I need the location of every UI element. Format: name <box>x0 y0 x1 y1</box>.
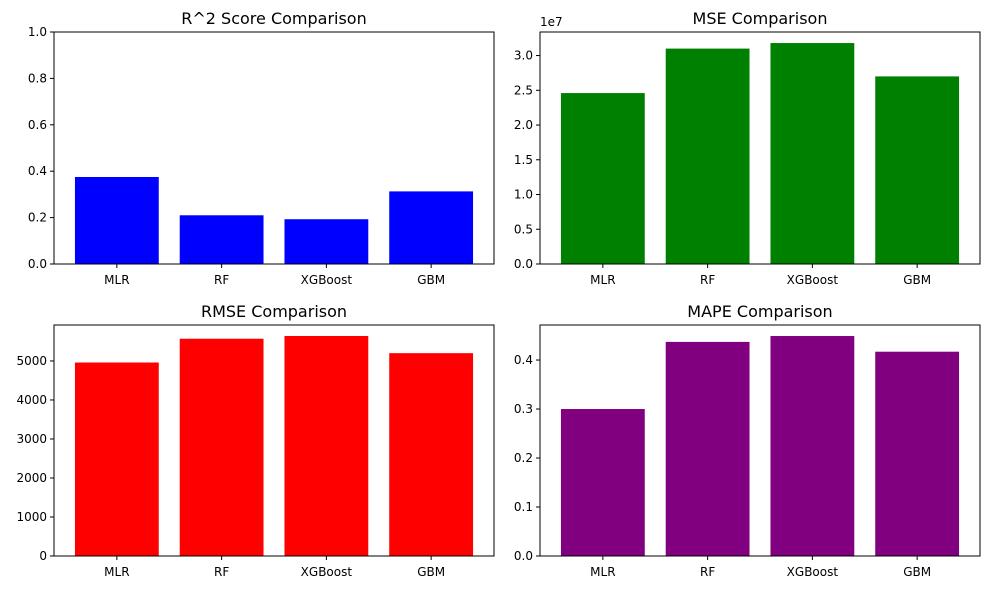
x-tick-label: RF <box>214 565 229 579</box>
y-tick-label: 0.3 <box>514 402 533 416</box>
bar-mlr <box>74 362 159 556</box>
x-tick-label: GBM <box>903 565 931 579</box>
chart-title: RMSE Comparison <box>201 302 347 321</box>
y-tick-label: 1.0 <box>28 25 47 39</box>
bar-mlr <box>560 93 645 264</box>
bar-xgboost <box>770 336 855 556</box>
x-tick-label: RF <box>700 565 715 579</box>
y-tick-label: 4000 <box>16 393 47 407</box>
y-tick-label: 0 <box>39 549 47 563</box>
y-tick-label: 0.8 <box>28 71 47 85</box>
bar-rf <box>665 48 750 264</box>
bar-xgboost <box>770 43 855 264</box>
x-tick-label: RF <box>214 273 229 287</box>
y-tick-label: 0.2 <box>514 451 533 465</box>
y-tick-label: 2.0 <box>514 118 533 132</box>
bar-rf <box>179 215 264 264</box>
chart-title: R^2 Score Comparison <box>181 9 366 28</box>
x-tick-label: MLR <box>590 565 615 579</box>
bar-xgboost <box>284 336 369 556</box>
bar-mlr <box>560 409 645 556</box>
y-tick-label: 0.0 <box>514 257 533 271</box>
x-tick-label: MLR <box>104 273 129 287</box>
chart-title: MAPE Comparison <box>687 302 832 321</box>
y-tick-label: 0.1 <box>514 500 533 514</box>
chart-panel-4: MAPE Comparison 0.0 0.1 0.2 0.3 0.4 MLR RF XGBoo… <box>514 302 981 579</box>
axes-frame <box>539 31 981 265</box>
y-axis-offset-text: 1e7 <box>540 15 563 29</box>
y-tick-label: 0.4 <box>514 353 533 367</box>
x-tick-label: XGBoost <box>301 565 353 579</box>
x-tick-label: GBM <box>903 273 931 287</box>
chart-panel-2: MSE Comparison 0.0 0.5 1.0 1.5 2.0 2.5 3.0 MLR RF… <box>514 9 981 287</box>
x-tick-label: XGBoost <box>787 273 839 287</box>
y-tick-label: 0.5 <box>514 222 533 236</box>
y-tick-label: 5000 <box>16 354 47 368</box>
y-tick-label: 0.0 <box>514 549 533 563</box>
chart-title: MSE Comparison <box>693 9 828 28</box>
chart-panel-1: R^2 Score Comparison 0.0 0.2 0.4 0.6 0.8 1.0 ML… <box>28 9 495 287</box>
x-tick-label: GBM <box>417 565 445 579</box>
y-tick-label: 3000 <box>16 432 47 446</box>
y-tick-label: 0.6 <box>28 118 47 132</box>
x-tick-label: GBM <box>417 273 445 287</box>
bar-rf <box>665 341 750 556</box>
axes-frame <box>53 31 495 265</box>
bar-gbm <box>389 353 474 556</box>
axes-frame <box>53 324 495 557</box>
x-tick-label: XGBoost <box>787 565 839 579</box>
axes-frame <box>539 324 981 557</box>
x-tick-label: MLR <box>590 273 615 287</box>
y-tick-label: 0.4 <box>28 164 47 178</box>
y-tick-label: 1.5 <box>514 153 533 167</box>
bar-xgboost <box>284 219 369 264</box>
y-tick-label: 1000 <box>16 510 47 524</box>
bar-gbm <box>389 191 474 264</box>
bar-gbm <box>875 351 960 556</box>
y-tick-label: 1.0 <box>514 188 533 202</box>
bar-gbm <box>875 76 960 264</box>
y-tick-label: 0.0 <box>28 257 47 271</box>
y-tick-label: 2.5 <box>514 83 533 97</box>
x-tick-label: MLR <box>104 565 129 579</box>
x-tick-label: RF <box>700 273 715 287</box>
y-tick-label: 3.0 <box>514 49 533 63</box>
y-tick-label: 0.2 <box>28 211 47 225</box>
y-tick-label: 2000 <box>16 471 47 485</box>
chart-panel-3: RMSE Comparison 0 1000 2000 3000 4000 5000 MLR R… <box>16 302 495 579</box>
x-tick-label: XGBoost <box>301 273 353 287</box>
bar-mlr <box>74 177 159 264</box>
bar-rf <box>179 338 264 556</box>
